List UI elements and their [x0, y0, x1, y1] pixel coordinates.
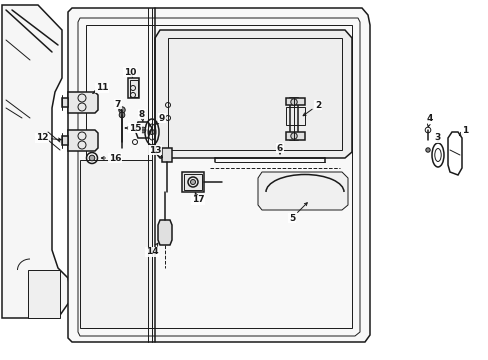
Bar [129, 80, 137, 96]
Text: 15: 15 [125, 123, 141, 132]
Text: 8: 8 [139, 109, 145, 122]
Text: 4: 4 [426, 113, 432, 127]
Bar [182, 172, 203, 192]
Text: 3: 3 [434, 134, 440, 143]
Text: 5: 5 [288, 203, 306, 222]
Polygon shape [285, 132, 305, 140]
Polygon shape [258, 172, 347, 210]
Text: 2: 2 [303, 100, 321, 116]
Text: 11: 11 [93, 84, 108, 93]
Polygon shape [155, 30, 351, 158]
Polygon shape [68, 92, 98, 113]
Text: 14: 14 [145, 243, 158, 256]
Text: 9: 9 [156, 113, 165, 124]
Text: 12: 12 [36, 134, 61, 143]
Bar [183, 174, 202, 190]
Circle shape [290, 99, 297, 105]
Text: 10: 10 [123, 68, 136, 77]
Bar [162, 148, 172, 162]
Circle shape [89, 155, 95, 161]
Text: 1: 1 [458, 126, 467, 136]
Circle shape [119, 112, 124, 118]
Polygon shape [285, 98, 305, 105]
Circle shape [149, 130, 154, 135]
Text: 16: 16 [101, 153, 121, 162]
Polygon shape [158, 220, 172, 245]
Polygon shape [80, 160, 152, 328]
Text: 7: 7 [115, 99, 122, 112]
Polygon shape [62, 98, 68, 107]
Polygon shape [28, 270, 60, 318]
Circle shape [290, 133, 297, 139]
Text: 17: 17 [191, 192, 204, 204]
Polygon shape [2, 5, 72, 318]
Polygon shape [62, 136, 68, 145]
Circle shape [190, 180, 195, 185]
Polygon shape [68, 130, 98, 151]
Bar [128, 78, 139, 98]
Circle shape [425, 148, 429, 152]
Polygon shape [68, 8, 369, 342]
Circle shape [142, 129, 144, 131]
Circle shape [119, 107, 125, 113]
Text: 13: 13 [148, 145, 162, 157]
Text: 6: 6 [276, 144, 283, 154]
Bar [285, 107, 305, 125]
